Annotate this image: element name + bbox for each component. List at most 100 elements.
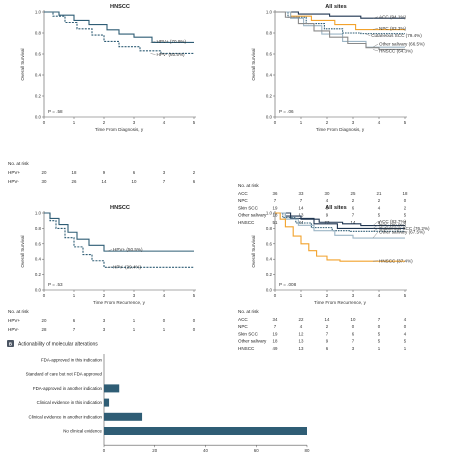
risk-count: 6 — [133, 170, 136, 175]
risk-count: 34 — [273, 317, 278, 322]
x-tick-label: 2 — [103, 120, 106, 125]
panel-title: HNSCC — [110, 4, 130, 10]
series-line-other-salivary — [275, 212, 405, 239]
callout-leader — [372, 228, 379, 232]
risk-count: 7 — [352, 339, 355, 344]
callout-leader — [372, 49, 379, 52]
x-tick-label: 5 — [193, 120, 196, 125]
risk-count: 19 — [273, 205, 278, 210]
x-tick-label: 5 — [193, 293, 196, 298]
bar-x-tick-label: 20 — [152, 448, 157, 453]
series-callout: Other salivary (67.5%) — [379, 229, 425, 234]
series-line-hnscc — [275, 212, 405, 262]
risk-count: 5 — [404, 339, 407, 344]
x-tick-label: 3 — [133, 120, 136, 125]
risk-count: 2 — [326, 324, 329, 329]
risk-count: 1 — [404, 346, 407, 351]
series-line-hpv- — [44, 11, 194, 55]
risk-count: 30 — [325, 191, 330, 196]
p-value: P = .06 — [279, 109, 294, 114]
x-tick-label: 0 — [43, 293, 46, 298]
risk-count: 13 — [299, 213, 304, 218]
risk-table-title: No. at risk — [8, 161, 29, 166]
x-tick-label: 5 — [404, 293, 407, 298]
bar-category-label: FDA-approved in this indication — [41, 358, 103, 363]
risk-count: 6 — [352, 331, 355, 336]
risk-count: 7 — [352, 213, 355, 218]
callout-leader — [372, 231, 379, 239]
series-callout: ACC (83.7%) — [379, 219, 407, 224]
risk-count: 2 — [378, 198, 381, 203]
p-value: P = .008 — [279, 282, 297, 287]
risk-count: 3 — [352, 346, 355, 351]
bar-x-tick-label: 0 — [103, 448, 106, 453]
p-value: P = .53 — [48, 282, 63, 287]
risk-row-label: ACC — [238, 191, 248, 196]
y-tick-label: 0.0 — [35, 288, 42, 293]
risk-count: 25 — [351, 191, 356, 196]
risk-count: 21 — [377, 191, 382, 196]
risk-count: 18 — [72, 170, 77, 175]
series-callout: HNSCC (64.3%) — [379, 48, 413, 53]
x-tick-label: 0 — [274, 120, 277, 125]
risk-count: 44 — [299, 220, 304, 225]
risk-count: 10 — [132, 179, 137, 184]
x-tick-label: 2 — [326, 120, 329, 125]
callout-leader — [106, 249, 113, 252]
risk-table-title: No. at risk — [238, 309, 259, 314]
series-callout: ACC (94.1%) — [379, 14, 407, 19]
y-tick-label: 0.2 — [266, 94, 273, 99]
risk-count: 7 — [404, 220, 407, 225]
x-axis-label: Time From Recurrence, y — [93, 300, 146, 305]
risk-row-label: HNSCC — [238, 346, 255, 351]
risk-row-label: Other salivary — [238, 213, 267, 218]
risk-row-label: HPV+ — [8, 170, 20, 175]
x-tick-label: 1 — [73, 120, 76, 125]
x-tick-label: 1 — [73, 293, 76, 298]
y-tick-label: 0.8 — [266, 31, 273, 36]
panel-title: All sites — [325, 4, 346, 10]
risk-count: 12 — [299, 331, 304, 336]
y-tick-label: 1.0 — [35, 10, 42, 15]
risk-row-label: NPC — [238, 324, 248, 329]
series-line-hpv- — [44, 11, 194, 43]
y-tick-label: 0.8 — [35, 226, 42, 231]
y-tick-label: 0.6 — [35, 241, 42, 246]
risk-count: 33 — [299, 191, 304, 196]
km-panel-a2: All sites 0.0 0.2 0.4 0.6 0.8 1.0 0 1 2 3 4 5 Time Fr… — [238, 4, 425, 225]
risk-row-label: HPV- — [8, 179, 19, 184]
bar-category-label: Standard of care but not FDA approved — [26, 372, 103, 377]
bar-category-label: No clinical evidence — [63, 429, 102, 434]
y-tick-label: 0.6 — [35, 52, 42, 57]
x-tick-label: 3 — [352, 120, 355, 125]
y-tick-label: 0.4 — [35, 257, 42, 262]
x-tick-label: 2 — [326, 293, 329, 298]
risk-count: 13 — [299, 346, 304, 351]
risk-count: 3 — [163, 170, 166, 175]
risk-count: 1 — [133, 318, 136, 323]
risk-count: 20 — [42, 170, 47, 175]
risk-count: 19 — [273, 331, 278, 336]
risk-count: 7 — [73, 327, 76, 332]
x-axis-label: Time From Recurrence, y — [314, 300, 367, 305]
km-panel-a1: HNSCC 0.0 0.2 0.4 0.6 0.8 1.0 0 1 2 3 4 5 Time From D… — [8, 4, 196, 184]
callout-leader — [372, 221, 379, 226]
risk-count: 5 — [378, 339, 381, 344]
series-callout: HNSCC (37.4%) — [379, 258, 413, 263]
risk-count: 7 — [300, 198, 303, 203]
risk-count: 4 — [378, 205, 381, 210]
risk-count: 5 — [378, 331, 381, 336]
series-line-hnscc — [275, 11, 405, 51]
y-tick-label: 0.2 — [35, 94, 42, 99]
y-tick-label: 0.0 — [266, 115, 273, 120]
callout-leader — [150, 41, 156, 43]
y-axis-label: Overall Survival — [20, 235, 25, 267]
risk-count: 3 — [103, 327, 106, 332]
bar-x-tick-label: 60 — [254, 448, 259, 453]
series-callout: HPV+ (70.9%) — [157, 39, 187, 44]
y-tick-label: 0.6 — [266, 52, 273, 57]
bar-category-label: Clinical evidence in another indication — [29, 414, 103, 419]
risk-count: 0 — [193, 318, 196, 323]
risk-count: 7 — [378, 317, 381, 322]
